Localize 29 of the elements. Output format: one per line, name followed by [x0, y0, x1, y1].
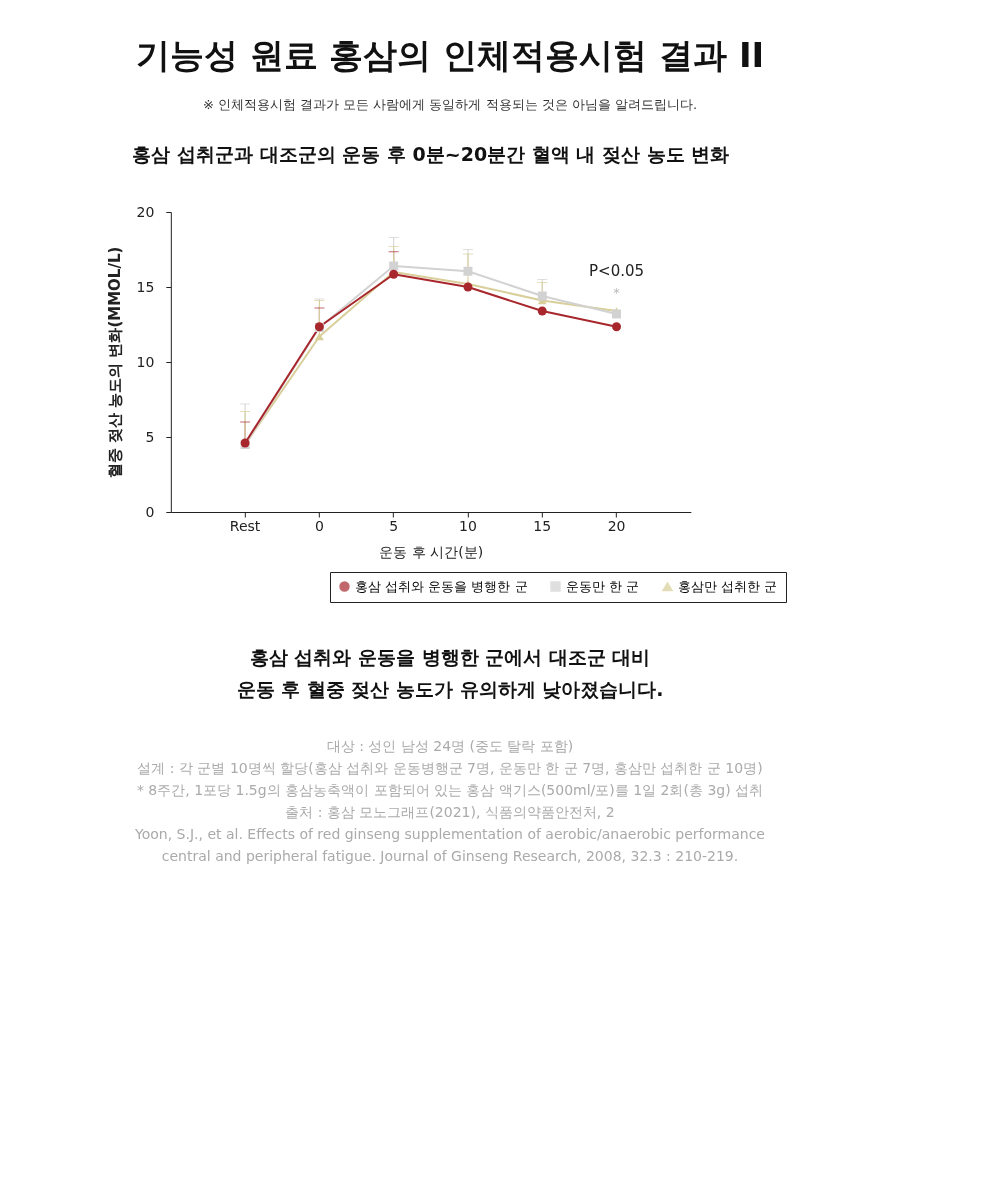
x-tick-label: 5 [389, 517, 399, 534]
text: central and peripheral fatigue. Journal of Ginseng Research, 2008, 32.3 : 210-219. [161, 848, 739, 864]
y-tick-label: 15 [136, 278, 155, 295]
y-tick-label: 10 [136, 353, 155, 370]
annotation: P<0.05 [589, 262, 645, 280]
legend-label: 홍삼만 섭취한 군 [678, 578, 778, 594]
y-tick-label: 5 [145, 428, 155, 445]
x-tick-label: 15 [533, 517, 552, 534]
text: Yoon, S.J., et al. Effects of red ginseng supplementation of aerobic/anaerobic performance [134, 826, 765, 842]
text: 홍삼 섭취와 운동을 병행한 군에서 대조군 대비 [249, 646, 651, 668]
y-axis-title: 혈중 젖산 농도의 변화(MMOL/L) [105, 246, 124, 479]
y-tick-label: 0 [145, 503, 155, 520]
chart-subtitle: 홍삼 섭취군과 대조군의 운동 후 0분~20분간 혈액 내 젖산 농도 변화 [132, 143, 730, 165]
legend-label: 홍삼 섭취와 운동을 병행한 군 [355, 578, 528, 594]
y-tick-label: 20 [136, 203, 155, 220]
x-tick-label: 20 [607, 517, 626, 534]
x-axis-title: 운동 후 시간(분) [379, 543, 484, 560]
text: * 8주간, 1포당 1.5g의 홍삼농축액이 포함되어 있는 홍삼 액기스(500ml/포)를 1일 2회(총 3g) 섭취 [136, 782, 764, 798]
chart-title: 기능성 원료 홍삼의 인체적용시험 결과 II [135, 35, 765, 75]
text: ※ 인체적용시험 결과가 모든 사람에게 동일하게 적용되는 것은 아님을 알려드립니다. [202, 97, 698, 112]
x-tick-label: 10 [459, 517, 477, 534]
x-tick-label: Rest [229, 517, 261, 534]
text: 대상 : 성인 남성 24명 (중도 탈락 포함) [326, 738, 574, 754]
text: 설계 : 각 군별 10명씩 할당(홍삼 섭취와 운동병행군 7명, 운동만 한 군 7명, 홍삼만 섭취한 군 10명) [137, 760, 763, 776]
source-note: 출처 : 홍삼 모노그래프(2021), 식품의약품안전처, 2 [285, 804, 615, 820]
text: 운동 후 혈중 젖산 농도가 유의하게 낮아졌습니다. [236, 678, 664, 700]
annotation: * [613, 285, 621, 300]
x-tick-label: 0 [314, 517, 324, 534]
legend-label: 운동만 한 군 [566, 578, 640, 594]
